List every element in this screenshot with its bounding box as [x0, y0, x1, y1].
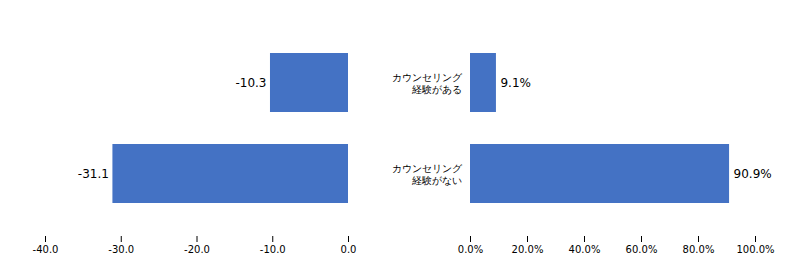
svg-text:カウンセリング経験がない: カウンセリング経験がない	[392, 163, 463, 186]
svg-text:90.9%: 90.9%	[734, 167, 772, 181]
svg-text:40.0%: 40.0%	[569, 244, 601, 255]
svg-text:-10.0: -10.0	[260, 244, 286, 255]
svg-text:60.0%: 60.0%	[626, 244, 658, 255]
svg-text:20.0%: 20.0%	[512, 244, 544, 255]
svg-text:9.1%: 9.1%	[500, 76, 531, 90]
svg-text:0.0: 0.0	[341, 244, 357, 255]
svg-text:-31.1: -31.1	[78, 167, 109, 181]
svg-text:-20.0: -20.0	[184, 244, 210, 255]
svg-text:-30.0: -30.0	[108, 244, 134, 255]
svg-text:-10.3: -10.3	[235, 76, 266, 90]
svg-text:80.0%: 80.0%	[683, 244, 715, 255]
svg-text:-40.0: -40.0	[33, 244, 59, 255]
svg-text:100.0%: 100.0%	[736, 244, 774, 255]
svg-text:カウンセリング経験がある: カウンセリング経験がある	[392, 72, 463, 95]
svg-text:0.0%: 0.0%	[458, 244, 483, 255]
